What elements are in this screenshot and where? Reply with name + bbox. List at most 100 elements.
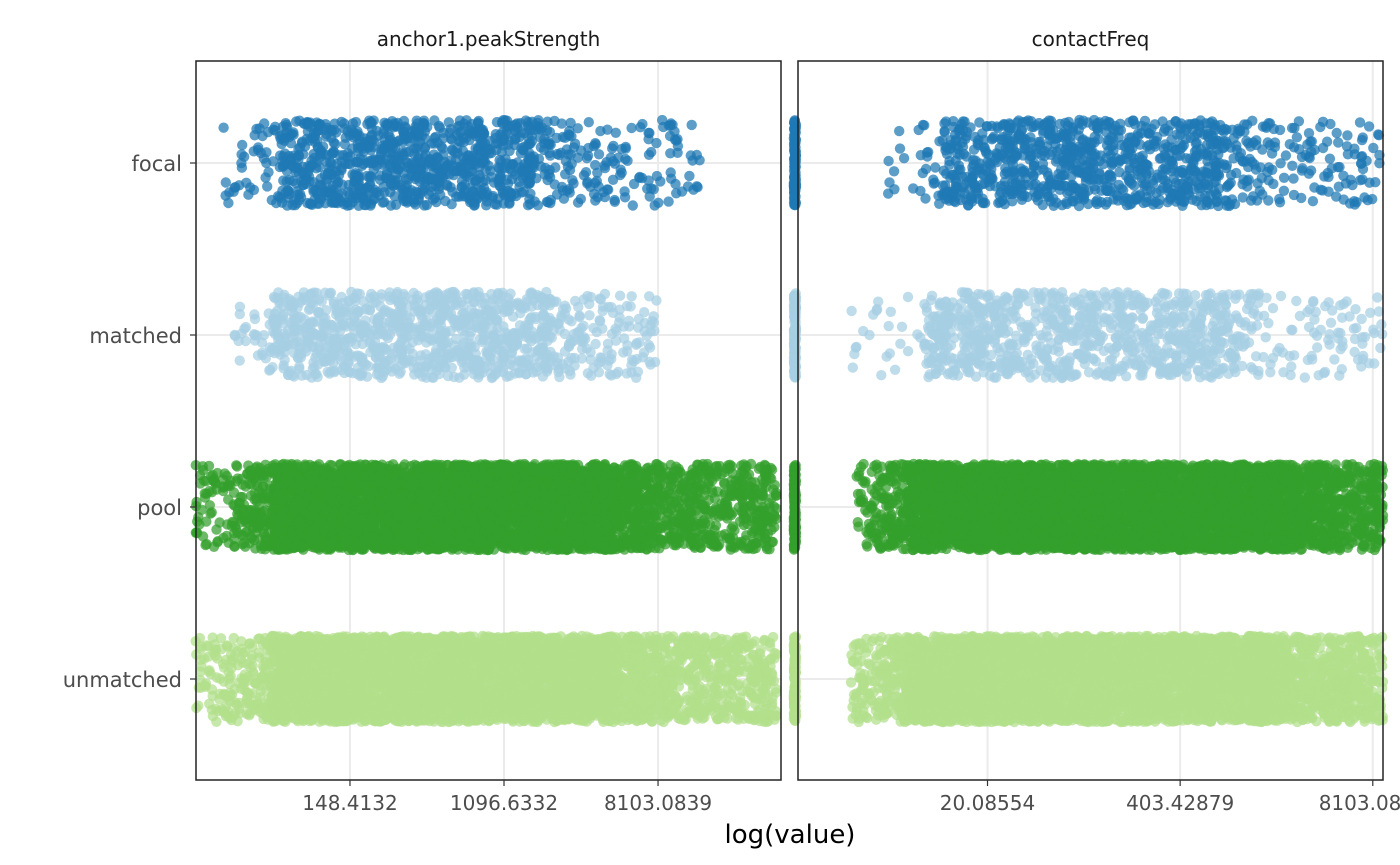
point bbox=[345, 159, 355, 169]
point bbox=[504, 199, 514, 209]
point bbox=[476, 124, 486, 134]
point bbox=[264, 308, 274, 318]
point bbox=[528, 367, 538, 377]
point bbox=[360, 315, 370, 325]
point bbox=[553, 319, 563, 329]
point bbox=[430, 300, 440, 310]
point bbox=[473, 355, 483, 365]
point bbox=[441, 290, 451, 300]
point bbox=[488, 294, 498, 304]
point bbox=[387, 362, 397, 372]
point bbox=[302, 342, 312, 352]
point bbox=[629, 179, 639, 189]
point bbox=[635, 122, 645, 132]
point bbox=[525, 125, 535, 135]
point bbox=[326, 133, 336, 143]
point bbox=[600, 192, 610, 202]
point bbox=[514, 167, 524, 177]
point bbox=[514, 182, 524, 192]
point bbox=[564, 184, 574, 194]
point bbox=[607, 143, 617, 153]
point bbox=[337, 188, 347, 198]
point bbox=[527, 347, 537, 357]
point bbox=[510, 330, 520, 340]
point bbox=[564, 341, 574, 351]
point bbox=[565, 165, 575, 175]
point bbox=[220, 190, 230, 200]
point bbox=[646, 147, 656, 157]
point bbox=[562, 144, 572, 154]
point bbox=[440, 163, 450, 173]
y-label-matched: matched bbox=[89, 324, 182, 348]
point bbox=[646, 359, 656, 369]
point bbox=[279, 318, 289, 328]
point bbox=[305, 121, 315, 131]
point bbox=[628, 200, 638, 210]
point bbox=[283, 185, 293, 195]
point bbox=[429, 288, 439, 298]
y-label-focal: focal bbox=[132, 152, 183, 176]
point bbox=[309, 194, 319, 204]
point bbox=[462, 362, 472, 372]
point bbox=[404, 355, 414, 365]
point bbox=[316, 173, 326, 183]
point bbox=[671, 188, 681, 198]
point bbox=[355, 371, 365, 381]
point bbox=[250, 130, 260, 140]
point bbox=[482, 361, 492, 371]
y-label-pool: pool bbox=[137, 496, 182, 520]
point bbox=[402, 131, 412, 141]
point bbox=[284, 301, 294, 311]
point bbox=[686, 150, 696, 160]
point bbox=[435, 123, 445, 133]
point bbox=[292, 186, 302, 196]
point bbox=[252, 330, 262, 340]
point bbox=[365, 118, 375, 128]
point bbox=[461, 115, 471, 125]
point bbox=[666, 167, 676, 177]
point bbox=[434, 369, 444, 379]
point bbox=[416, 362, 426, 372]
point bbox=[492, 316, 502, 326]
point bbox=[402, 188, 412, 198]
point bbox=[351, 176, 361, 186]
point bbox=[684, 171, 694, 181]
point bbox=[249, 185, 259, 195]
point bbox=[595, 316, 605, 326]
point bbox=[657, 115, 667, 125]
point bbox=[302, 134, 312, 144]
point bbox=[422, 316, 432, 326]
point bbox=[290, 326, 300, 336]
point bbox=[339, 123, 349, 133]
point bbox=[235, 309, 245, 319]
point bbox=[515, 301, 525, 311]
point bbox=[565, 118, 575, 128]
point bbox=[609, 195, 619, 205]
point bbox=[615, 291, 625, 301]
point bbox=[276, 134, 286, 144]
point bbox=[590, 195, 600, 205]
point bbox=[305, 303, 315, 313]
point bbox=[408, 295, 418, 305]
point bbox=[613, 153, 623, 163]
point bbox=[447, 352, 457, 362]
point bbox=[566, 131, 576, 141]
point bbox=[339, 368, 349, 378]
point bbox=[278, 162, 288, 172]
point bbox=[389, 120, 399, 130]
point bbox=[371, 352, 381, 362]
point bbox=[336, 292, 346, 302]
point bbox=[634, 314, 644, 324]
point bbox=[507, 120, 517, 130]
point bbox=[584, 310, 594, 320]
point bbox=[294, 195, 304, 205]
point bbox=[462, 346, 472, 356]
point bbox=[360, 304, 370, 314]
point bbox=[310, 369, 320, 379]
point bbox=[236, 149, 246, 159]
point bbox=[412, 118, 422, 128]
point bbox=[553, 352, 563, 362]
point bbox=[366, 289, 376, 299]
